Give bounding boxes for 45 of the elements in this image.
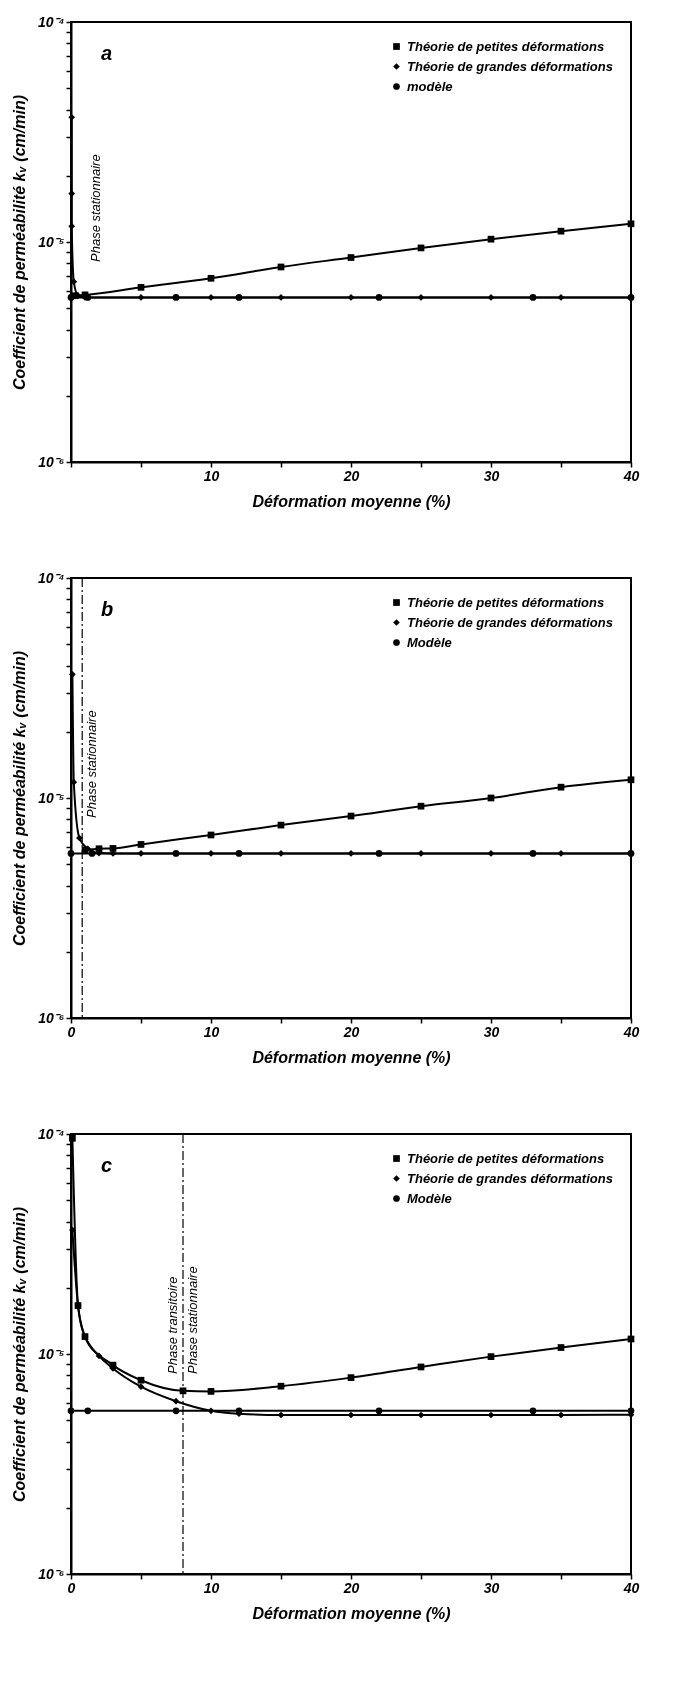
x-tick-label: 10 [203,1579,220,1596]
x-tick-label: 30 [483,1579,500,1596]
x-tick-label: 10 [203,1023,220,1040]
y-tick-label: 10⁻⁴ [37,13,65,30]
y-tick-label: 10⁻⁴ [37,569,65,586]
y-tick-label: 10⁻⁵ [38,233,65,250]
x-tick-label: 20 [342,467,360,484]
y-tick-label: 10⁻⁶ [38,1565,65,1582]
x-tick-label: 0 [67,1579,76,1596]
y-axis-title: Coefficient de perméabilité kᵥ (cm/min) [10,650,28,947]
y-axis-title: Coefficient de perméabilité kᵥ (cm/min) [10,1206,28,1503]
annotation: Phase transitoire [165,1276,180,1374]
legend-label: Théorie de petites déformations [407,594,605,610]
x-tick-label: 0 [67,1023,76,1040]
legend-label: Théorie de petites déformations [407,1150,605,1166]
y-axis-title: Coefficient de perméabilité kᵥ (cm/min) [10,94,28,391]
y-tick-label: 10⁻⁶ [38,453,65,470]
legend-label: Théorie de petites déformations [407,38,605,54]
annotation: b [101,598,114,620]
annotation: Phase stationnaire [88,154,103,262]
y-tick-label: 10⁻⁴ [37,1125,65,1142]
legend-label: Théorie de grandes déformations [407,614,613,630]
legend-label: Modèle [407,634,452,650]
legend-label: Théorie de grandes déformations [407,1170,613,1186]
x-axis-title: Déformation moyenne (%) [252,492,451,510]
legend-label: Théorie de grandes déformations [407,58,613,74]
annotation: a [101,42,113,64]
y-tick-label: 10⁻⁵ [38,1345,65,1362]
y-tick-label: 10⁻⁵ [38,789,65,806]
x-tick-label: 40 [622,1023,640,1040]
legend-label: modèle [407,78,453,94]
annotation: c [101,1154,113,1176]
annotation: Phase stationnaire [84,710,100,818]
annotation: Phase stationnaire [185,1266,200,1374]
x-tick-label: 40 [622,467,640,484]
legend-label: Modèle [407,1190,452,1206]
x-tick-label: 40 [622,1579,640,1596]
x-tick-label: 30 [483,1023,500,1040]
y-tick-label: 10⁻⁶ [38,1009,65,1026]
x-axis-title: Déformation moyenne (%) [252,1604,451,1622]
x-tick-label: 30 [483,467,500,484]
x-axis-title: Déformation moyenne (%) [252,1048,451,1066]
x-tick-label: 20 [342,1023,360,1040]
x-tick-label: 10 [203,467,220,484]
x-tick-label: 20 [342,1579,360,1596]
